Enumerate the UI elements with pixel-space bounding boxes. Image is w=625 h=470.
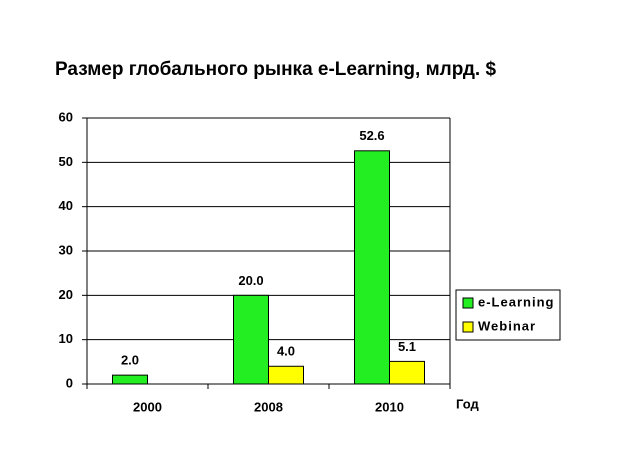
y-tick-label: 50 [59, 154, 73, 169]
y-tick-label: 40 [59, 198, 73, 213]
y-tick-label: 30 [59, 242, 73, 257]
bar [354, 150, 390, 385]
x-tick-label: 2008 [254, 399, 283, 414]
x-tick-label: 2010 [375, 399, 404, 414]
y-tick-label: 10 [59, 331, 73, 346]
legend-swatch [462, 321, 474, 333]
value-label: 20.0 [238, 273, 263, 288]
chart-title: Размер глобального рынка e-Learning, млр… [55, 59, 496, 80]
y-tick-label: 20 [59, 287, 73, 302]
legend-swatch [462, 297, 474, 309]
value-label: 2.0 [121, 353, 139, 368]
y-tick-label: 60 [59, 109, 73, 124]
x-tick-label: 2000 [133, 399, 162, 414]
bar [268, 365, 304, 385]
bar [389, 360, 425, 385]
value-label: 4.0 [277, 344, 295, 359]
y-tick-label: 0 [66, 375, 73, 390]
bar [112, 374, 148, 385]
legend-label: Webinar [478, 318, 536, 333]
bar [233, 294, 269, 385]
x-axis-label: Год [456, 396, 479, 411]
legend-label: e-Learning [478, 294, 554, 309]
value-label: 52.6 [359, 128, 384, 143]
value-label: 5.1 [398, 339, 416, 354]
